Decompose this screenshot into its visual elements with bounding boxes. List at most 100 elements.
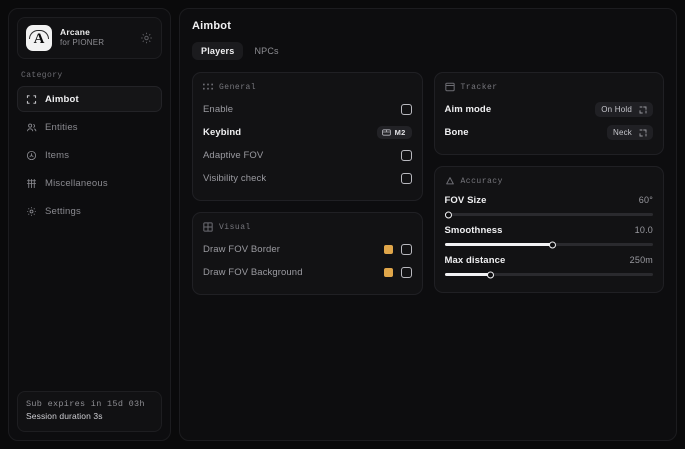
keybind-button[interactable]: M2 [376, 126, 412, 139]
sidebar-item-settings[interactable]: Settings [17, 198, 162, 224]
accuracy-panel-header: Accuracy [445, 176, 654, 186]
slider-label: Max distance [444, 255, 506, 266]
subscription-status-card: Sub expires in 15d 03h Session duration … [17, 391, 162, 432]
row-label: Keybind [203, 127, 242, 138]
slider-track[interactable] [444, 211, 653, 218]
gear-icon [26, 206, 37, 217]
row-controls [383, 267, 412, 278]
slider-header: Max distance 250m [445, 255, 654, 266]
brand-title: Arcane [60, 27, 91, 38]
fov-background-color-swatch[interactable] [383, 268, 393, 277]
slider-value: 250m [629, 255, 653, 265]
general-panel-title: General [219, 82, 257, 92]
expand-icon [639, 129, 647, 137]
right-column: Tracker Aim mode On Hold [433, 72, 664, 293]
visual-panel-title: Visual [219, 222, 251, 232]
brand-text: Arcane for PIONER [60, 28, 104, 47]
sidebar-item-aimbot[interactable]: Aimbot [17, 86, 162, 112]
row-label: Aim mode [444, 104, 492, 115]
slider-thumb[interactable] [445, 211, 453, 218]
slider-track[interactable] [444, 271, 653, 278]
session-duration: Session duration 3s [26, 411, 103, 422]
row-label: Visibility check [203, 173, 267, 184]
row-bone: Bone Neck [444, 121, 653, 144]
slider-track[interactable] [444, 241, 653, 248]
mouse-icon [381, 129, 391, 136]
slider-value: 60° [638, 195, 653, 205]
row-label: Adaptive FOV [203, 150, 264, 161]
tracker-panel-title: Tracker [460, 82, 498, 92]
sidebar-item-items[interactable]: Items [17, 142, 162, 168]
crosshair-icon [26, 94, 37, 105]
tab-bar: Players NPCs [192, 42, 288, 60]
target-icon [445, 176, 455, 186]
bone-dropdown[interactable]: Neck [606, 125, 653, 140]
gear-icon[interactable] [140, 32, 153, 45]
general-panel: General Enable Keybind [192, 72, 423, 201]
row-label: Draw FOV Border [203, 244, 280, 255]
general-panel-header: General [203, 82, 412, 92]
category-label: Category [21, 71, 63, 80]
sidebar-nav: Aimbot Entities [17, 86, 162, 224]
row-label: Draw FOV Background [203, 267, 303, 278]
sidebar-item-label: Settings [45, 205, 81, 217]
draw-fov-background-checkbox[interactable] [400, 267, 412, 278]
fov-size-slider[interactable]: FOV Size 60° [444, 192, 654, 222]
slider-fill [444, 243, 553, 246]
max-distance-slider[interactable]: Max distance 250m [444, 252, 654, 282]
visibility-check-checkbox[interactable] [400, 173, 412, 184]
adaptive-fov-checkbox[interactable] [400, 150, 412, 161]
users-icon [26, 122, 37, 133]
sidebar-item-label: Entities [45, 121, 78, 133]
sliders-icon [26, 178, 37, 189]
aim-mode-value: On Hold [601, 105, 632, 114]
row-aim-mode: Aim mode On Hold [444, 98, 653, 121]
tab-npcs[interactable]: NPCs [254, 46, 279, 56]
slider-thumb[interactable] [549, 241, 557, 248]
slider-fill [444, 273, 491, 276]
expand-icon [639, 106, 647, 114]
row-controls [383, 244, 412, 255]
tracker-panel: Tracker Aim mode On Hold [433, 72, 664, 155]
row-keybind: Keybind M2 [203, 121, 412, 144]
bone-value: Neck [612, 128, 632, 137]
sidebar-item-label: Aimbot [45, 93, 79, 105]
visual-panel-header: Visual [203, 222, 412, 232]
logo-letter: A [33, 30, 45, 47]
sidebar-item-label: Miscellaneous [45, 177, 108, 189]
sidebar-item-entities[interactable]: Entities [17, 114, 162, 140]
slider-label: FOV Size [444, 195, 487, 206]
panel-columns: General Enable Keybind [192, 72, 664, 295]
grid-dots-icon [203, 82, 213, 92]
accuracy-panel-title: Accuracy [460, 176, 503, 186]
draw-fov-border-checkbox[interactable] [400, 244, 412, 255]
app-logo: A [26, 25, 52, 51]
row-label: Bone [444, 127, 469, 138]
accuracy-panel: Accuracy FOV Size 60° [433, 166, 664, 293]
aim-mode-dropdown[interactable]: On Hold [595, 102, 653, 117]
subscription-expiry: Sub expires in 15d 03h [26, 399, 145, 410]
visual-panel: Visual Draw FOV Border Draw FOV Backgrou… [192, 212, 423, 295]
slider-value: 10.0 [634, 225, 653, 235]
row-draw-fov-background: Draw FOV Background [203, 261, 412, 284]
keybind-value: M2 [394, 128, 406, 137]
enable-checkbox[interactable] [400, 104, 412, 115]
fov-border-color-swatch[interactable] [383, 245, 393, 254]
left-column: General Enable Keybind [192, 72, 423, 295]
slider-thumb[interactable] [486, 271, 494, 278]
slider-header: FOV Size 60° [445, 195, 654, 206]
smoothness-slider[interactable]: Smoothness 10.0 [444, 222, 654, 252]
row-draw-fov-border: Draw FOV Border [203, 238, 412, 261]
monitor-icon [444, 82, 455, 92]
slider-header: Smoothness 10.0 [445, 225, 654, 236]
brand-card: A Arcane for PIONER [17, 17, 162, 59]
brand-subtitle: for PIONER [60, 37, 105, 47]
sidebar-item-label: Items [45, 149, 70, 161]
row-enable: Enable [203, 98, 412, 121]
row-adaptive-fov: Adaptive FOV [203, 144, 412, 167]
slider-label: Smoothness [444, 225, 503, 236]
tab-players[interactable]: Players [192, 42, 244, 60]
sidebar-item-miscellaneous[interactable]: Miscellaneous [17, 170, 162, 196]
main-content: Aimbot Players NPCs General [179, 8, 677, 441]
